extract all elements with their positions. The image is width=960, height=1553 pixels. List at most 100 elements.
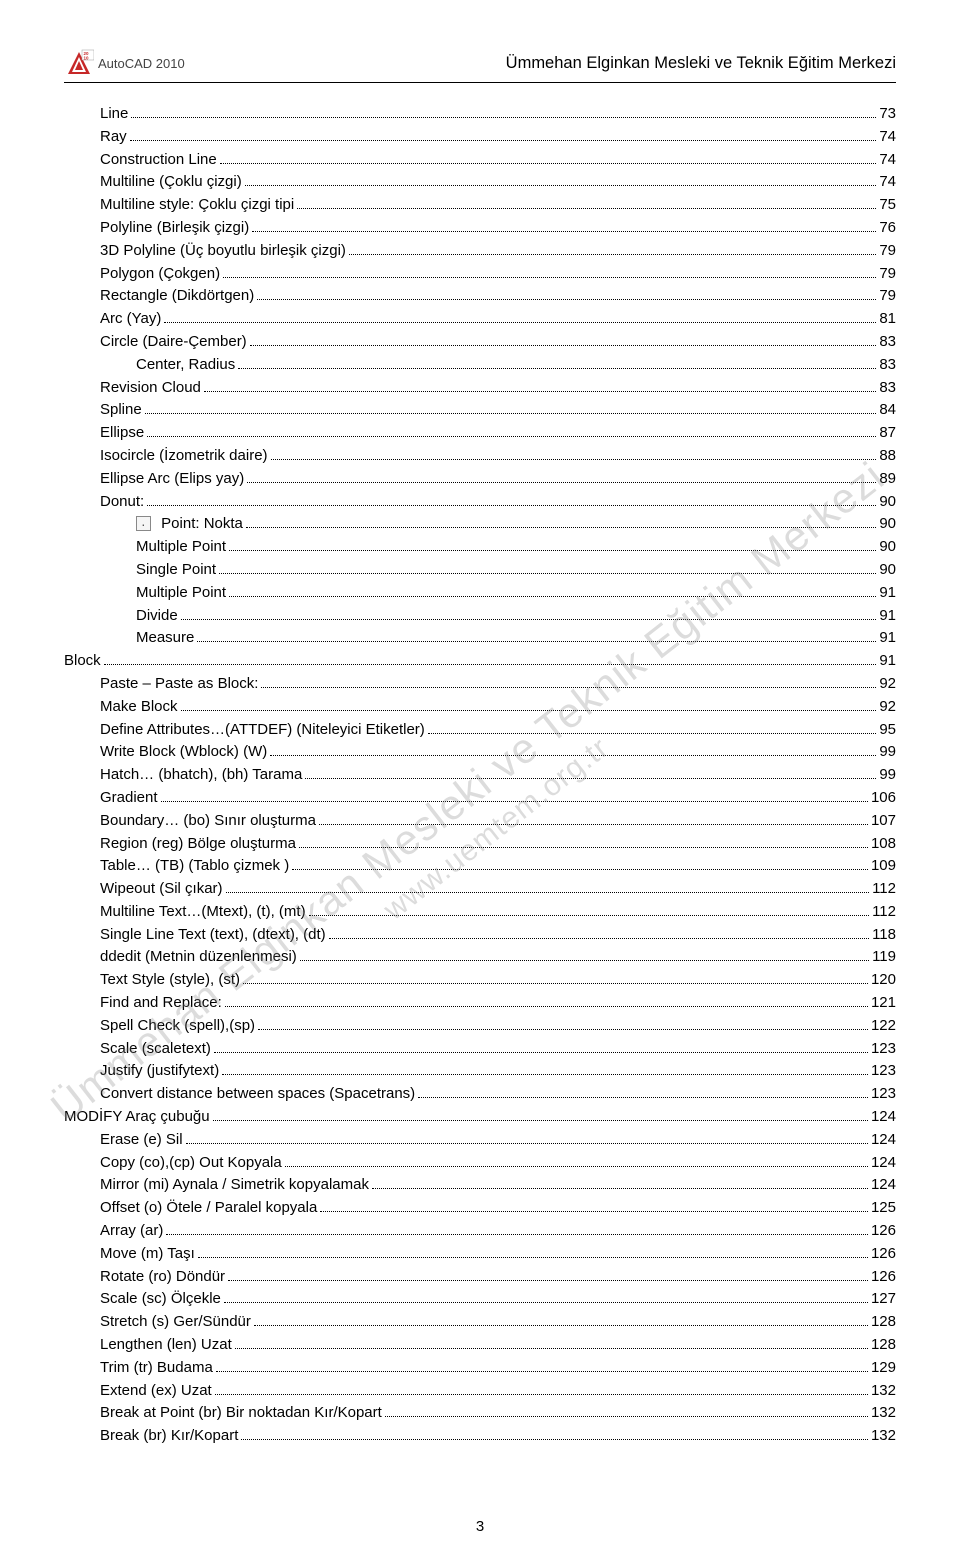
toc-label-text: Lengthen (len) Uzat [100, 1336, 232, 1353]
toc-leader-dots [223, 265, 876, 278]
toc-label: Multiline Text…(Mtext), (t), (mt) [100, 901, 306, 924]
toc-row: Move (m) Taşı126 [64, 1243, 896, 1266]
toc-label: Multiline (Çoklu çizgi) [100, 171, 242, 194]
toc-label-text: Rotate (ro) Döndür [100, 1268, 225, 1285]
toc-row: Break (br) Kır/Kopart 132 [64, 1425, 896, 1448]
toc-row: Break at Point (br) Bir noktadan Kır/Kop… [64, 1402, 896, 1425]
toc-page-number: 127 [871, 1288, 896, 1311]
toc-leader-dots [385, 1405, 868, 1418]
toc-leader-dots [215, 1382, 868, 1395]
toc-row: Write Block (Wblock) (W)99 [64, 741, 896, 764]
toc-leader-dots [271, 447, 877, 460]
toc-label: Divide [136, 605, 178, 628]
toc-label-text: Erase (e) Sil [100, 1131, 183, 1148]
toc-leader-dots [270, 744, 876, 757]
toc-leader-dots [319, 812, 868, 825]
toc-page-number: 87 [879, 422, 896, 445]
toc-row: Define Attributes…(ATTDEF) (Niteleyici E… [64, 719, 896, 742]
toc-label-text: Multiple Point [136, 538, 226, 555]
toc-label: Spline [100, 399, 142, 422]
toc-row: Isocircle (İzometrik daire)88 [64, 445, 896, 468]
toc-leader-dots [226, 880, 870, 893]
toc-row: Arc (Yay)81 [64, 308, 896, 331]
svg-text:10: 10 [84, 56, 90, 61]
toc-page-number: 126 [871, 1266, 896, 1289]
toc-leader-dots [292, 858, 868, 871]
toc-label-text: Multiline Text…(Mtext), (t), (mt) [100, 903, 306, 920]
toc-label: Point: Nokta [136, 513, 243, 536]
toc-label: Break (br) Kır/Kopart [100, 1425, 238, 1448]
toc-label: Erase (e) Sil [100, 1129, 183, 1152]
toc-row: Ellipse 87 [64, 422, 896, 445]
toc-page-number: 91 [879, 582, 896, 605]
toc-label: Array (ar) [100, 1220, 163, 1243]
toc-label: Arc (Yay) [100, 308, 161, 331]
toc-row: Find and Replace: 121 [64, 992, 896, 1015]
toc-row: Scale (sc) Ölçekle127 [64, 1288, 896, 1311]
toc-page-number: 84 [879, 399, 896, 422]
toc-page-number: 107 [871, 810, 896, 833]
toc-page-number: 74 [879, 126, 896, 149]
toc-leader-dots [145, 402, 877, 415]
toc-label-text: Ellipse Arc (Elips yay) [100, 470, 244, 487]
toc-leader-dots [372, 1177, 868, 1190]
toc-leader-dots [166, 1222, 868, 1235]
header: 20 10 AutoCAD 2010 Ümmehan Elginkan Mesl… [64, 48, 896, 83]
toc-page-number: 76 [879, 217, 896, 240]
toc-label: Rotate (ro) Döndür [100, 1266, 225, 1289]
toc-page-number: 90 [879, 559, 896, 582]
toc-leader-dots [235, 1336, 868, 1349]
toc-page-number: 123 [871, 1038, 896, 1061]
toc-page-number: 132 [871, 1425, 896, 1448]
toc-label: Copy (co),(cp) Out Kopyala [100, 1152, 282, 1175]
toc-label-text: Table… (TB) (Tablo çizmek ) [100, 857, 289, 874]
toc-label-text: Arc (Yay) [100, 310, 161, 327]
toc-row: Paste – Paste as Block:92 [64, 673, 896, 696]
toc-leader-dots [198, 1245, 868, 1258]
autocad-logo-icon: 20 10 [64, 48, 94, 78]
toc-label-text: 3D Polyline (Üç boyutlu birleşik çizgi) [100, 242, 346, 259]
toc-leader-dots [428, 721, 877, 734]
page-number: 3 [476, 1518, 484, 1535]
toc-page-number: 112 [872, 878, 896, 901]
toc-leader-dots [285, 1154, 868, 1167]
toc-row: Trim (tr) Budama129 [64, 1357, 896, 1380]
toc-row: Line73 [64, 103, 896, 126]
toc-leader-dots [228, 1268, 868, 1281]
toc-label: Lengthen (len) Uzat [100, 1334, 232, 1357]
toc-row: Single Point90 [64, 559, 896, 582]
toc-page-number: 118 [872, 924, 896, 947]
toc-label: Ray [100, 126, 127, 149]
toc-leader-dots [229, 538, 876, 551]
logo-name: AutoCAD 2010 [98, 56, 185, 71]
toc-page-number: 83 [879, 331, 896, 354]
toc-page-number: 124 [871, 1152, 896, 1175]
toc-row: MODİFY Araç çubuğu124 [64, 1106, 896, 1129]
toc-label: Circle (Daire-Çember) [100, 331, 247, 354]
toc-row: Erase (e) Sil124 [64, 1129, 896, 1152]
toc-label-text: Donut: [100, 493, 144, 510]
toc-page-number: 121 [871, 992, 896, 1015]
toc-label: Isocircle (İzometrik daire) [100, 445, 268, 468]
toc-label-text: Ellipse [100, 424, 144, 441]
toc-leader-dots [229, 584, 876, 597]
toc-row: 3D Polyline (Üç boyutlu birleşik çizgi)7… [64, 240, 896, 263]
toc-row: Copy (co),(cp) Out Kopyala 124 [64, 1152, 896, 1175]
toc-label-text: Text Style (style), (st) [100, 971, 240, 988]
toc-leader-dots [147, 424, 876, 437]
toc-leader-dots [220, 151, 877, 164]
toc-label-text: Polyline (Birleşik çizgi) [100, 219, 249, 236]
toc-row: Stretch (s) Ger/Sündür128 [64, 1311, 896, 1334]
toc-page-number: 120 [871, 969, 896, 992]
toc-label: Ellipse Arc (Elips yay) [100, 468, 244, 491]
toc-label: Find and Replace: [100, 992, 222, 1015]
toc-leader-dots [254, 1313, 868, 1326]
toc-label-text: Break at Point (br) Bir noktadan Kır/Kop… [100, 1404, 382, 1421]
toc-page-number: 108 [871, 833, 896, 856]
toc-label-text: Line [100, 105, 128, 122]
toc-row: Text Style (style), (st) 120 [64, 969, 896, 992]
toc-label: Define Attributes…(ATTDEF) (Niteleyici E… [100, 719, 425, 742]
toc-leader-dots [258, 1017, 868, 1030]
toc-label-text: Single Line Text (text), (dtext), (dt) [100, 926, 326, 943]
toc-row: Circle (Daire-Çember) 83 [64, 331, 896, 354]
